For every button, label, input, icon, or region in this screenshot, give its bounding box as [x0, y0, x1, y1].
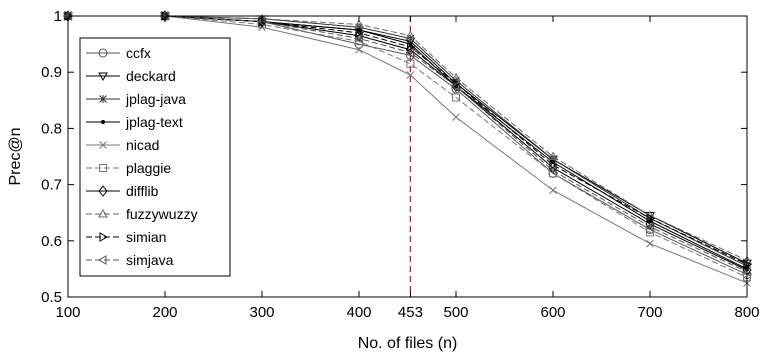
series-line-fuzzywuzzy [68, 15, 748, 261]
legend-entry-jplag-text: jplag-text [86, 114, 183, 130]
legend-marker [101, 120, 105, 124]
legend-marker [98, 185, 108, 197]
legend-entry-simian: simian [86, 229, 166, 245]
data-point-plaggie [452, 93, 460, 102]
legend-entry-deckard: deckard [86, 68, 176, 84]
x-tick-label: 600 [540, 304, 565, 321]
legend-label: simjava [126, 252, 174, 268]
legend-marker [97, 255, 107, 265]
data-point-simian [355, 27, 365, 38]
legend-marker [99, 232, 109, 242]
legend-label: simian [126, 229, 166, 245]
legend-marker [99, 95, 107, 103]
x-tick-label: 200 [152, 304, 177, 321]
x-tick-label: 100 [55, 304, 80, 321]
legend-entry-jplag-java: jplag-java [86, 91, 186, 107]
legend-entry-simjava: simjava [86, 252, 174, 268]
y-axis-title: Prec@n [7, 127, 24, 185]
data-point-simian [406, 42, 416, 52]
y-tick-label: 0.5 [41, 289, 62, 306]
data-point-fuzzywuzzy [354, 19, 364, 28]
data-point-nicad [452, 113, 460, 122]
legend-marker [99, 164, 107, 172]
x-tick-label: 400 [346, 304, 371, 321]
x-tick-label: 300 [249, 304, 274, 321]
legend-entry-plaggie: plaggie [86, 160, 171, 176]
legend-entry-ccfx: ccfx [86, 45, 151, 61]
x-tick-label: 700 [637, 304, 662, 321]
legend-label: nicad [126, 137, 159, 153]
legend-label: jplag-java [125, 91, 186, 107]
y-tick-label: 0.9 [41, 64, 62, 81]
legend-entry-nicad: nicad [86, 137, 159, 153]
data-point-nicad [646, 239, 654, 248]
series-line-simjava [68, 15, 748, 273]
legend-marker [98, 72, 108, 82]
data-point-simian [549, 160, 559, 170]
x-tick-label: 500 [443, 304, 468, 321]
data-point-nicad [549, 186, 557, 195]
data-point-simjava [547, 165, 557, 176]
y-tick-label: 0.8 [41, 120, 62, 137]
data-point-simian [646, 213, 656, 224]
x-tick-label: 800 [734, 304, 759, 321]
data-point-fuzzywuzzy [405, 30, 416, 40]
plot-frame [67, 15, 748, 298]
data-point-simjava [450, 81, 460, 92]
data-point-simjava [353, 33, 363, 44]
series-line-plaggie [68, 15, 748, 278]
axes: 100 200 300 400 453 500 600 700 800 0.5 0.6 0.7 0.8 0… [41, 8, 759, 321]
y-tick-label: 0.6 [41, 233, 62, 250]
data-point-simjava [644, 221, 654, 232]
data-point-nicad [406, 71, 415, 79]
legend-marker [98, 208, 108, 218]
legend: ccfx deckard jplag-java jplag-text nicad plag… [79, 37, 231, 277]
legend-marker [99, 141, 107, 149]
legend-label: fuzzywuzzy [126, 206, 198, 222]
data-point-ccfx [405, 50, 415, 60]
data-point-fuzzywuzzy [548, 151, 558, 160]
y-tick-label: 0.7 [41, 177, 62, 194]
legend-label: plaggie [126, 160, 171, 176]
legend-label: jplag-text [125, 114, 183, 130]
legend-label: ccfx [126, 45, 151, 61]
legend-entry-fuzzywuzzy: fuzzywuzzy [86, 206, 198, 222]
y-tick-label: 1 [54, 8, 62, 25]
legend-marker [98, 48, 108, 58]
x-axis-title: No. of files (n) [358, 335, 458, 352]
data-point-simjava [405, 47, 414, 58]
data-point-nicad [355, 45, 363, 54]
series-simjava [62, 11, 751, 277]
x-tick-label: 453 [398, 304, 423, 321]
legend-entry-difflib: difflib [86, 183, 159, 199]
legend-label: deckard [126, 68, 176, 84]
legend-label: difflib [126, 183, 159, 199]
data-point-plaggie [406, 59, 415, 68]
